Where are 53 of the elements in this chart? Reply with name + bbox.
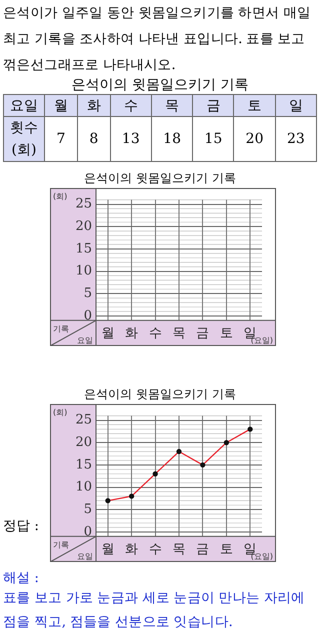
text: 표를 보고 가로 눈금과 세로 눈금이 만나는 자리에 점을 찍고, 점들을 선분으로 잇습니다. [3,589,306,632]
data-label: 20 [234,116,276,162]
x-tick-label: 토 [220,324,233,340]
data-label: 23 [275,116,316,162]
category-label: 목 [151,94,193,116]
x-tick-label: 수 [148,540,162,556]
category-label: 월 [44,94,78,116]
y-tick-label: 25 [75,412,92,428]
x-axis-title: 요일 [77,336,93,345]
text: 요일 [4,94,44,116]
x-tick-label: 목 [172,540,186,556]
x-tick-label: 화 [125,324,138,340]
data-label: 8 [77,116,110,162]
y-tick-label: 25 [75,196,92,212]
x-tick-label: 토 [220,540,233,556]
x-tick-label: 수 [148,324,162,340]
category-label: 화 [77,94,110,116]
x-tick-label: 목 [172,324,186,340]
y-tick-label: 10 [75,480,92,495]
text: 은석이가 일주일 동안 윗몸일으키기를 하면서 매일 최고 기록을 조사하여 나타낸 표입니다. 표를 보고 꺾은선그래프로 나타내시오. [3,4,312,75]
x-tick-label: 월 [101,324,114,340]
text: 기록 [53,324,69,334]
chart-title: 은석이의 윗몸일으키기 기록 [83,386,237,403]
y-tick-label: 0 [84,308,92,324]
data-label: 7 [44,116,78,162]
y-tick-label: 5 [84,502,92,517]
text: 해설 : [3,569,39,588]
category-label: 일 [275,94,316,116]
text: 정답 : [3,517,39,536]
y-tick-label: 10 [75,264,92,279]
y-axis-title: (회) [53,408,68,417]
data-label: 15 [192,116,234,162]
y-tick-label: 15 [75,241,92,256]
text: 횟수 (회) [4,116,44,162]
y-axis-title: (회) [53,192,68,201]
x-tick-label: 금 [196,540,210,556]
text: 은석이의 윗몸일으키기 기록 [70,76,250,94]
x-tick-label: 화 [125,540,138,556]
x-tick-label: 월 [101,540,114,556]
y-tick-label: 5 [84,286,92,301]
x-tick-label: 금 [196,324,210,340]
y-tick-label: 0 [84,524,92,540]
data-label: 13 [110,116,152,162]
y-tick-label: 20 [75,434,92,450]
category-label: 금 [192,94,234,116]
y-tick-label: 15 [75,457,92,472]
data-label: 18 [151,116,193,162]
chart-title: 은석이의 윗몸일으키기 기록 [83,170,237,187]
y-tick-label: 20 [75,218,92,234]
x-axis-title: 요일 [77,552,93,561]
category-label: 수 [110,94,152,116]
text: 기록 [53,540,69,550]
category-label: 토 [234,94,276,116]
